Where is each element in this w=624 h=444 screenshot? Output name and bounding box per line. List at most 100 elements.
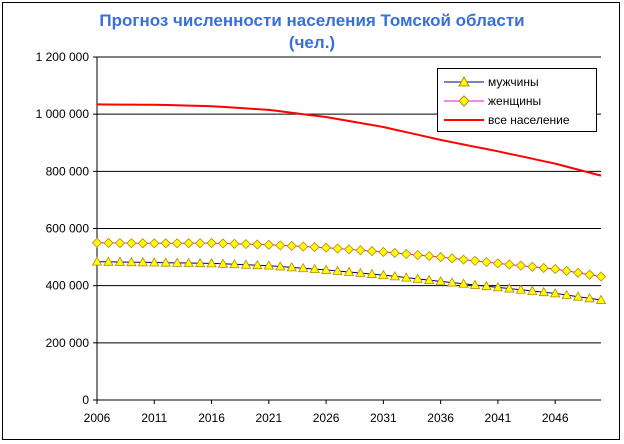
data-point <box>572 291 584 301</box>
data-point <box>492 282 504 292</box>
data-point <box>114 237 125 249</box>
data-point <box>424 250 435 262</box>
data-point <box>458 254 469 265</box>
chart-title-line-1: Прогноз численности населения Томской об… <box>99 11 525 30</box>
y-tick-label: 200 000 <box>46 336 90 350</box>
data-point <box>366 246 377 257</box>
legend-swatch-men <box>444 75 484 87</box>
data-point <box>538 286 549 297</box>
legend-entry-total: все население <box>444 111 570 129</box>
data-point <box>515 284 527 294</box>
data-point <box>320 264 332 274</box>
data-point <box>321 242 332 253</box>
data-point <box>595 271 607 282</box>
y-tick-label: 600 000 <box>46 222 90 236</box>
data-point <box>309 242 320 253</box>
chart-title-line-2: (чел.) <box>288 33 336 52</box>
data-point <box>114 256 126 266</box>
data-point <box>550 264 561 275</box>
data-point <box>160 257 171 267</box>
data-point <box>217 238 229 249</box>
data-point <box>584 269 595 280</box>
data-point <box>435 276 446 286</box>
data-point <box>447 253 458 264</box>
data-point <box>481 257 492 268</box>
data-point <box>343 266 355 276</box>
data-point <box>366 268 378 278</box>
x-tick-label: 2016 <box>198 411 225 425</box>
data-point <box>275 261 286 271</box>
data-point <box>229 238 240 249</box>
data-point <box>195 238 206 249</box>
data-point <box>275 240 286 251</box>
data-point <box>469 279 481 289</box>
data-point <box>504 283 515 293</box>
series-line <box>96 103 602 177</box>
y-tick-labels: 0 200 000 400 000 600 000 800 000 1 000 000 1 … <box>36 50 90 407</box>
legend-entry-women: женщины <box>444 92 541 110</box>
data-point <box>423 274 435 285</box>
data-point <box>504 259 515 270</box>
data-point <box>286 262 297 272</box>
y-tick-label: 1 200 000 <box>36 50 90 64</box>
data-point <box>343 244 355 255</box>
data-point <box>584 292 595 303</box>
data-point <box>286 240 297 252</box>
data-point <box>149 257 160 267</box>
x-tick-label: 2011 <box>141 411 167 425</box>
data-point <box>527 261 538 272</box>
data-point <box>194 257 206 268</box>
data-point <box>149 238 160 249</box>
data-point <box>160 238 171 249</box>
data-point <box>573 267 584 278</box>
legend-label-men: мужчины <box>488 75 539 89</box>
x-tick-label: 2006 <box>84 411 111 425</box>
data-point <box>183 257 194 267</box>
data-point <box>252 239 263 250</box>
data-point <box>298 241 309 252</box>
data-point <box>126 238 137 249</box>
data-point <box>389 271 401 281</box>
data-point <box>458 278 469 288</box>
data-point <box>126 256 137 267</box>
data-point <box>263 260 275 270</box>
data-point <box>492 258 503 269</box>
data-point <box>332 243 343 254</box>
legend-label-total: все население <box>488 113 570 127</box>
legend-swatch-women <box>444 95 484 107</box>
data-point <box>401 248 412 260</box>
data-point <box>435 252 446 263</box>
data-point <box>481 280 492 291</box>
data-point <box>206 238 217 249</box>
data-point <box>446 277 458 287</box>
data-point <box>103 256 114 266</box>
x-tick-label: 2026 <box>313 411 340 425</box>
data-point <box>378 269 389 279</box>
data-point <box>137 257 149 267</box>
y-tick-label: 1 000 000 <box>36 107 90 121</box>
data-point <box>240 259 252 269</box>
legend-swatch-total <box>444 119 484 121</box>
series-2 <box>96 103 602 177</box>
data-point <box>412 249 423 261</box>
x-tick-labels: 2006 2011 2016 2021 2026 2031 2036 2041 2046 <box>84 411 569 425</box>
data-point <box>401 272 412 282</box>
data-point <box>355 267 366 277</box>
y-tick-label: 800 000 <box>46 164 90 178</box>
data-point <box>172 238 183 249</box>
legend-entry-men: мужчины <box>444 73 539 91</box>
data-point <box>527 285 538 295</box>
axes <box>93 56 601 404</box>
data-point <box>217 258 229 268</box>
data-point <box>561 265 572 277</box>
x-tick-label: 2046 <box>542 411 569 425</box>
data-point <box>549 288 561 298</box>
data-point <box>538 262 549 274</box>
x-tick-label: 2031 <box>370 411 397 425</box>
data-point <box>137 238 148 249</box>
data-point <box>389 247 400 259</box>
data-point <box>297 262 309 273</box>
data-point <box>412 273 423 283</box>
series-0 <box>91 256 607 304</box>
